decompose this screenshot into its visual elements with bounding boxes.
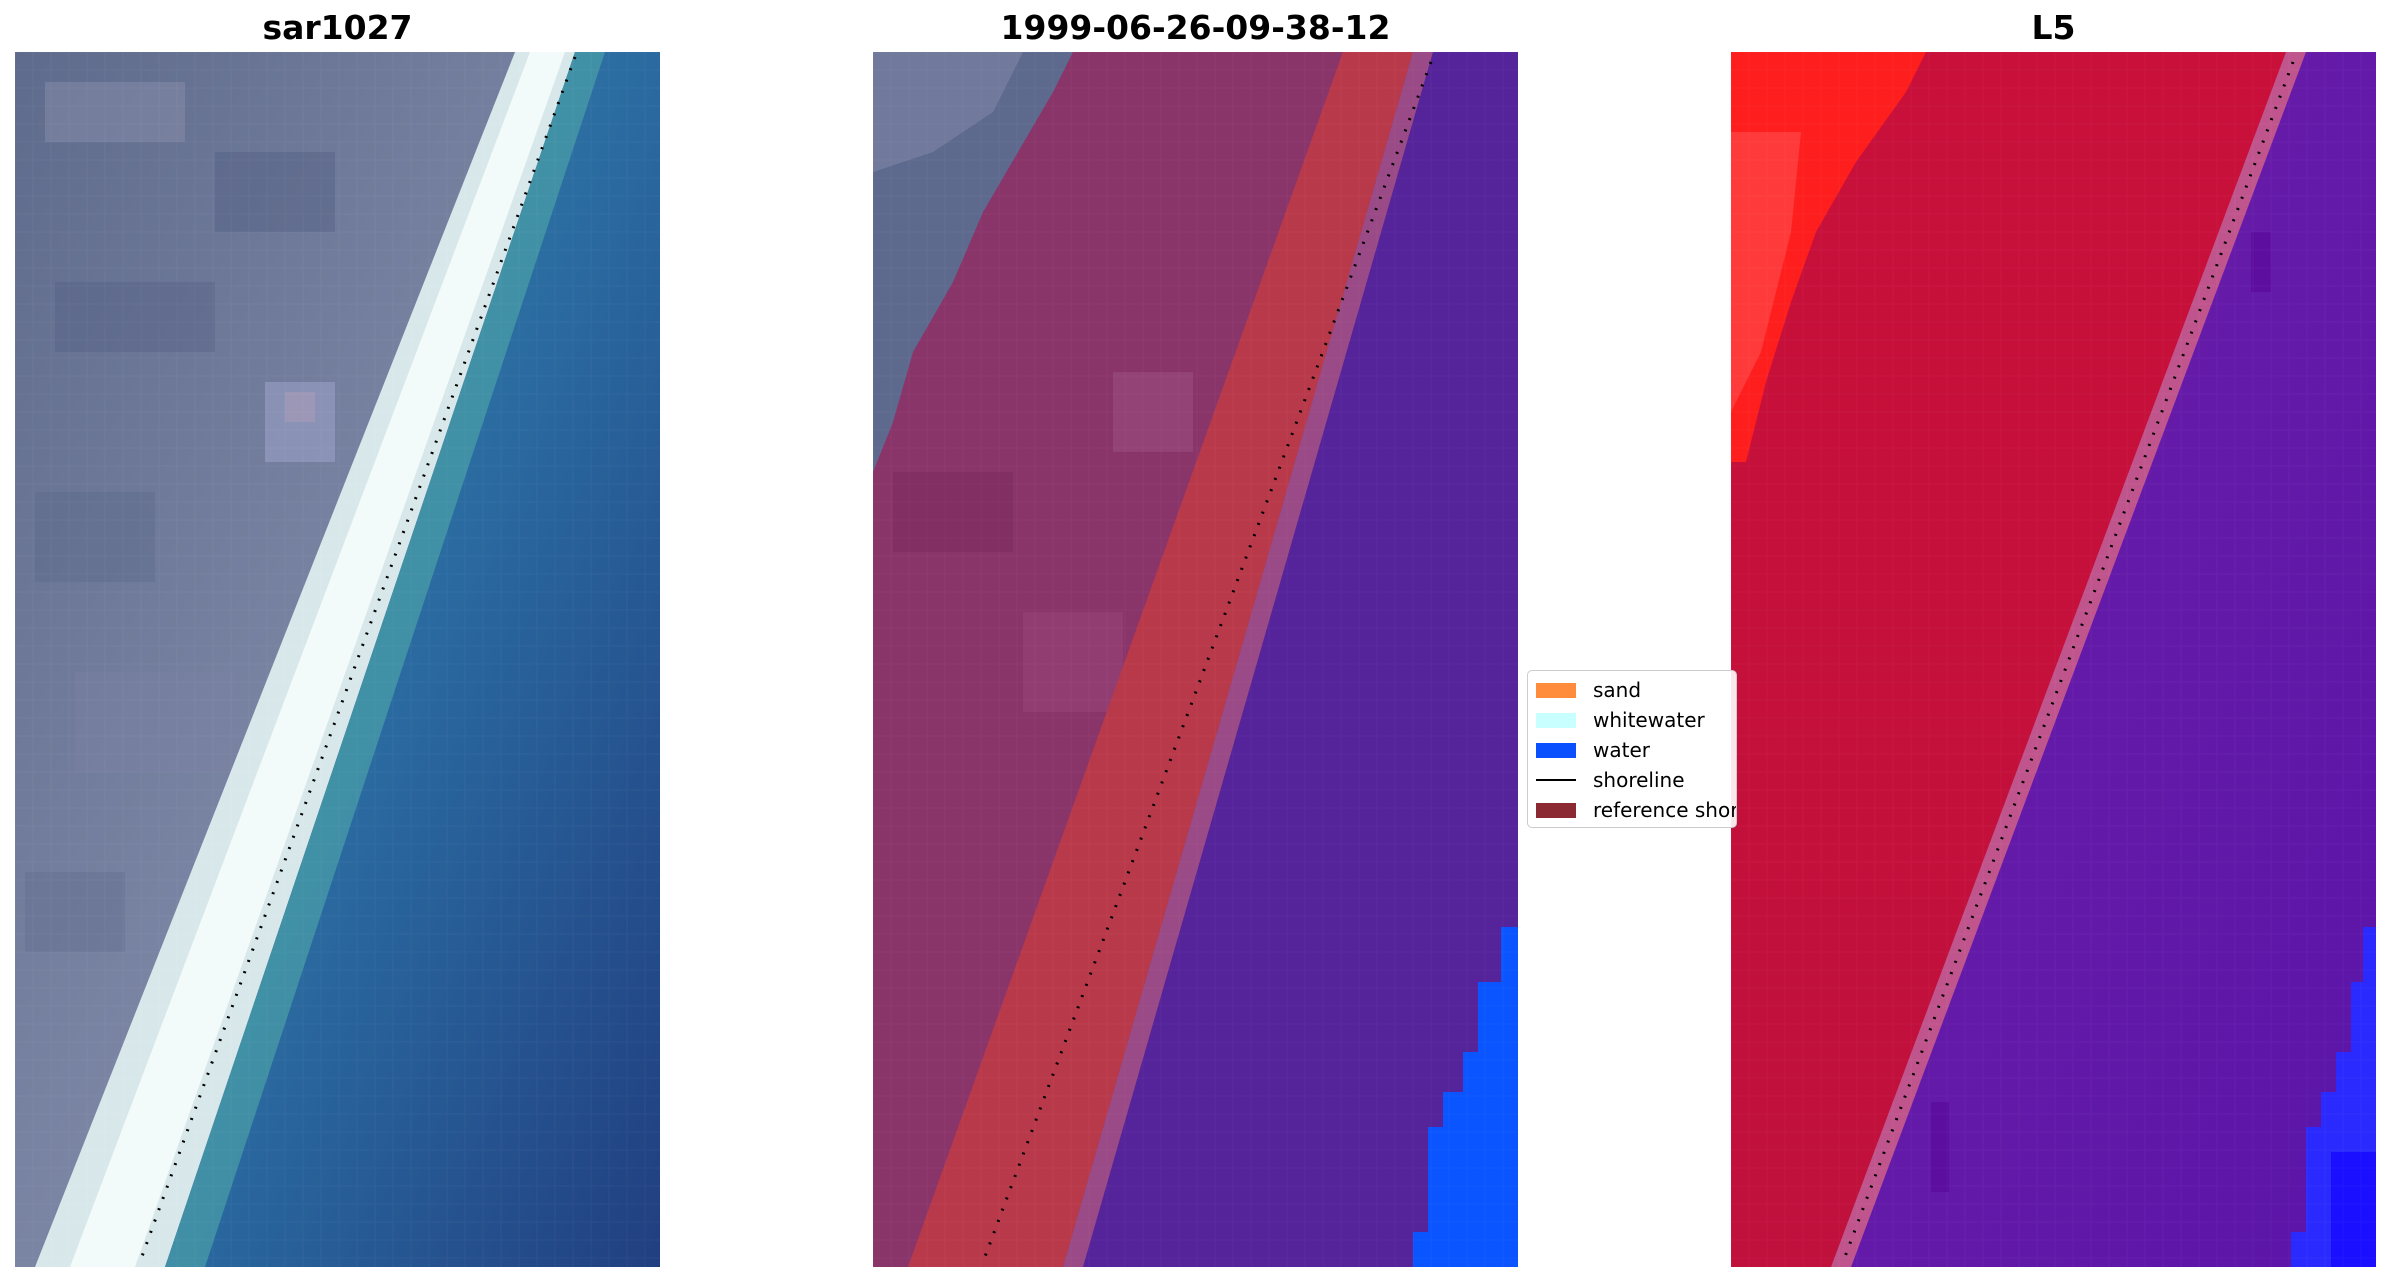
legend-label: reference shoreline xyxy=(1593,798,1737,822)
classification-image xyxy=(873,52,1518,1267)
panel-title-index: L5 xyxy=(2031,8,2076,47)
water-swatch xyxy=(1536,742,1576,758)
legend-item-water: water xyxy=(1536,738,1650,762)
index-image xyxy=(1731,52,2376,1267)
legend-item-sand: sand xyxy=(1536,678,1641,702)
panel-title-rgb: sar1027 xyxy=(262,8,413,47)
panel-title-classification: 1999-06-26-09-38-12 xyxy=(1000,8,1391,47)
rgb-image xyxy=(15,52,660,1267)
rgb-image-panel xyxy=(15,52,660,1267)
reference-shoreline-swatch xyxy=(1536,802,1576,818)
legend-item-shoreline: shoreline xyxy=(1536,768,1685,792)
legend-item-whitewater: whitewater xyxy=(1536,708,1705,732)
legend-item-reference-shoreline: reference shoreline xyxy=(1536,798,1737,822)
whitewater-swatch xyxy=(1536,712,1576,728)
legend-label: shoreline xyxy=(1593,768,1685,792)
legend-label: whitewater xyxy=(1593,708,1705,732)
index-panel xyxy=(1731,52,2376,1267)
legend-label: sand xyxy=(1593,678,1642,702)
classification-panel xyxy=(873,52,1518,1267)
legend: sand whitewater water shoreline referenc… xyxy=(1527,670,1737,828)
shoreline-line-swatch xyxy=(1536,779,1576,781)
legend-label: water xyxy=(1593,738,1650,762)
sand-swatch xyxy=(1536,682,1576,698)
